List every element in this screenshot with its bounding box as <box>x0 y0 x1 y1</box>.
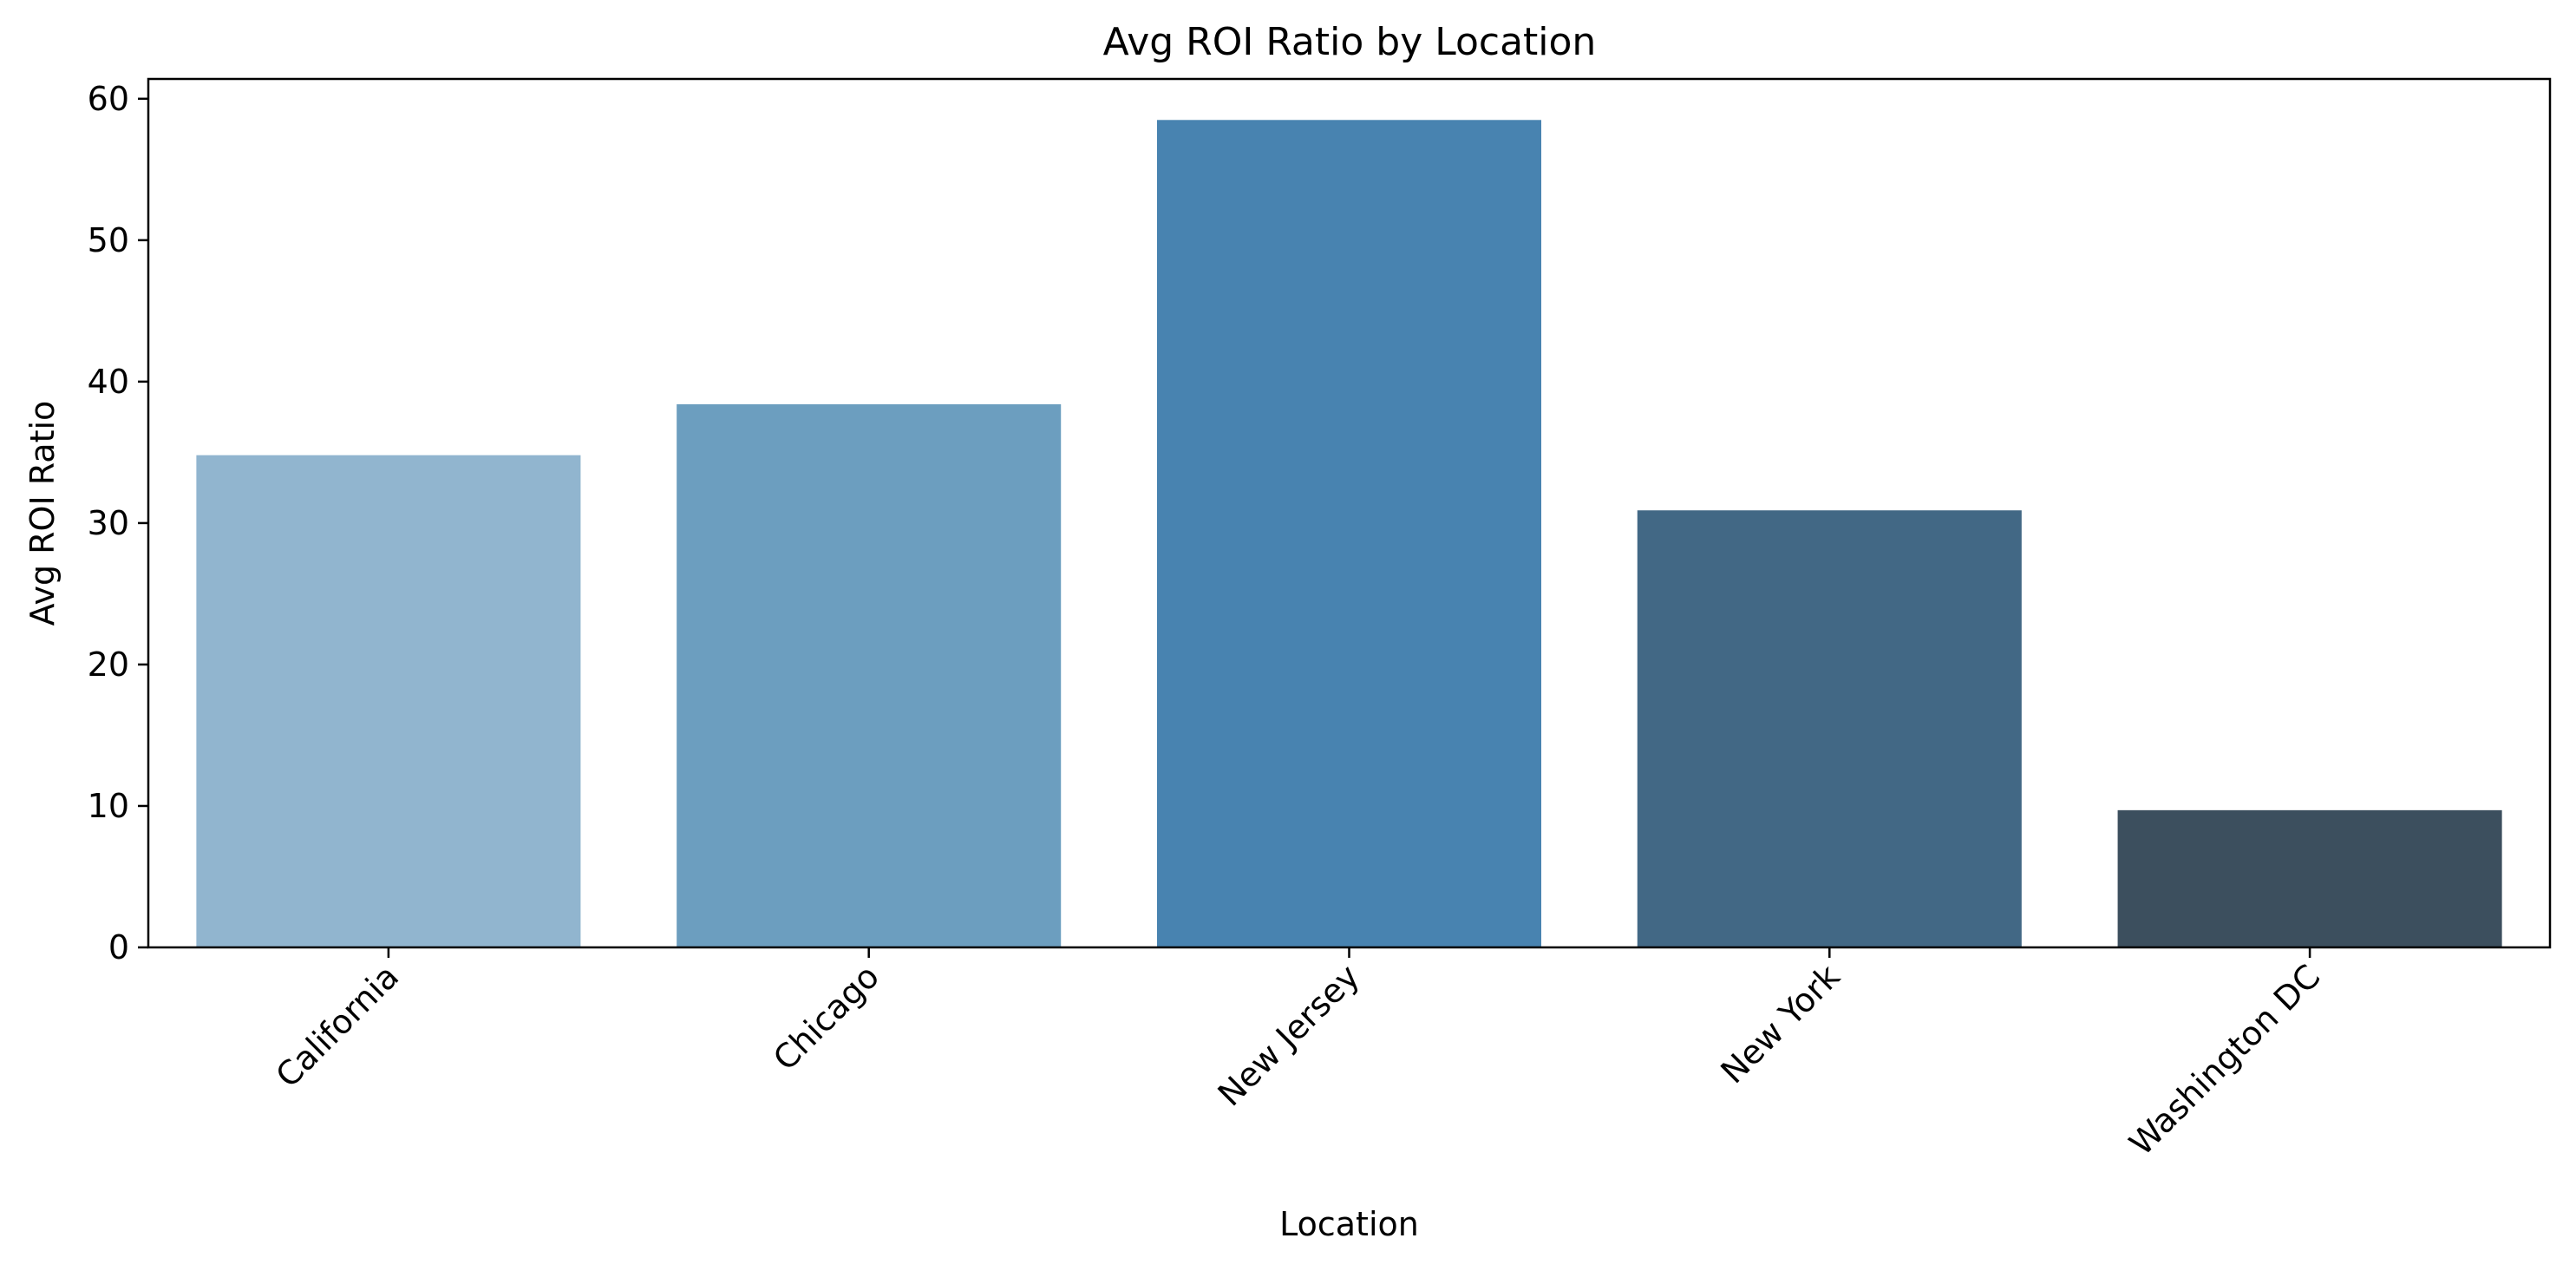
chart-title: Avg ROI Ratio by Location <box>1103 20 1597 64</box>
x-axis-label: Location <box>1279 1205 1419 1243</box>
bar-new-york <box>1637 510 2022 947</box>
y-tick-label: 40 <box>88 363 129 401</box>
bar-chicago <box>677 403 1062 948</box>
y-tick-label: 0 <box>108 928 129 966</box>
y-axis-label: Avg ROI Ratio <box>23 401 62 626</box>
bar-new-jersey <box>1156 120 1542 947</box>
bar-california <box>196 455 581 947</box>
y-tick-label: 30 <box>88 504 129 542</box>
y-tick-label: 10 <box>88 787 129 825</box>
bars-group <box>196 120 2502 948</box>
y-axis-ticks: 0 10 20 30 40 50 60 <box>88 80 148 966</box>
y-tick-label: 20 <box>88 645 129 684</box>
y-tick-label: 60 <box>88 80 129 118</box>
plot-frame <box>147 77 2552 949</box>
bar-washington-dc <box>2117 809 2502 947</box>
y-tick-label: 50 <box>88 221 129 259</box>
